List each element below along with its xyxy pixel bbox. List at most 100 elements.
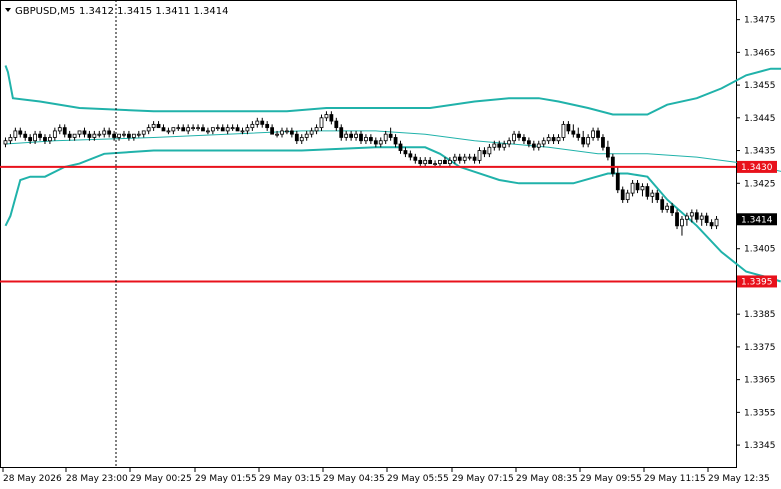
candle-body bbox=[433, 163, 437, 166]
candle bbox=[245, 124, 250, 135]
candle bbox=[299, 134, 304, 144]
time-tick-label: 29 May 05:55 bbox=[387, 474, 449, 484]
candle-body bbox=[477, 150, 482, 161]
candle-body bbox=[354, 133, 358, 138]
time-tick-label: 28 May 2026 bbox=[3, 474, 62, 484]
candle bbox=[694, 209, 699, 223]
candle-body bbox=[334, 120, 339, 129]
candle bbox=[408, 150, 413, 161]
moving-average-line bbox=[5, 130, 781, 172]
candle bbox=[201, 124, 205, 132]
price-tick-label: 1.3465 bbox=[744, 48, 776, 58]
candle bbox=[206, 127, 210, 135]
chart-header: GBPUSD,M5 1.3412 1.3415 1.3411 1.3414 bbox=[5, 6, 229, 17]
candle-body bbox=[689, 212, 694, 217]
candle bbox=[428, 157, 433, 165]
candle bbox=[522, 134, 526, 144]
candle bbox=[270, 124, 275, 135]
candle bbox=[112, 130, 117, 141]
time-tick-label: 29 May 08:35 bbox=[516, 474, 578, 484]
candle bbox=[418, 157, 423, 167]
candle bbox=[462, 153, 467, 164]
candle bbox=[467, 153, 472, 161]
candle bbox=[482, 147, 487, 158]
candle bbox=[566, 121, 571, 135]
candle-body bbox=[339, 127, 344, 138]
candle-body bbox=[299, 137, 304, 142]
candle bbox=[507, 137, 512, 148]
candle-body bbox=[235, 127, 240, 132]
ohlc-readout: 1.3412 1.3415 1.3411 1.3414 bbox=[79, 6, 229, 17]
candle-body bbox=[591, 130, 595, 138]
time-axis[interactable]: 28 May 2026 28 May 23:00 29 May 00:25 29 Ma… bbox=[2, 468, 770, 484]
candle-body bbox=[403, 150, 408, 155]
candle-body bbox=[324, 114, 329, 119]
candle-body bbox=[438, 159, 442, 165]
candle bbox=[210, 127, 215, 135]
candle-body bbox=[220, 127, 225, 132]
candle bbox=[28, 134, 33, 144]
candle-body bbox=[413, 156, 418, 161]
candle-body bbox=[596, 130, 600, 138]
candle-body bbox=[393, 137, 398, 145]
candle bbox=[472, 153, 477, 164]
candle bbox=[512, 130, 516, 144]
price-axis[interactable]: 1.3475 1.3465 1.3455 1.3445 1.3435 1.3425 1.34… bbox=[736, 16, 776, 451]
candle bbox=[502, 140, 507, 151]
candle bbox=[457, 153, 462, 164]
candle-body bbox=[398, 143, 403, 151]
candle bbox=[161, 124, 166, 132]
candle-body bbox=[112, 133, 117, 138]
price-tick-label: 1.3445 bbox=[744, 114, 776, 124]
candle-body bbox=[309, 130, 314, 135]
candle-body bbox=[660, 199, 665, 210]
candle bbox=[92, 130, 97, 141]
candle bbox=[487, 144, 492, 158]
candle-body bbox=[551, 137, 556, 142]
candle-body bbox=[131, 133, 136, 138]
candle bbox=[645, 183, 650, 200]
candle-body bbox=[314, 127, 319, 132]
candle bbox=[107, 127, 112, 138]
candle bbox=[635, 180, 640, 194]
current-price-label: 1.3414 bbox=[741, 215, 773, 225]
candle-body bbox=[265, 123, 270, 129]
candle bbox=[378, 137, 383, 148]
candle bbox=[344, 130, 349, 141]
candle-body bbox=[531, 143, 536, 148]
candle-body bbox=[23, 133, 28, 138]
candle bbox=[398, 140, 403, 154]
candle bbox=[601, 134, 605, 151]
candle bbox=[176, 124, 181, 131]
time-tick-label: 29 May 00:25 bbox=[130, 474, 192, 484]
plot-frame bbox=[0, 0, 737, 468]
candle bbox=[319, 114, 324, 131]
candle bbox=[650, 189, 655, 203]
candle bbox=[57, 124, 62, 135]
candle bbox=[87, 130, 92, 141]
candle bbox=[314, 124, 319, 135]
candle-body bbox=[472, 156, 477, 161]
candle bbox=[166, 127, 171, 135]
candle-body bbox=[670, 205, 674, 214]
candle bbox=[122, 130, 126, 138]
candle-body bbox=[601, 137, 605, 148]
candle bbox=[536, 140, 541, 151]
candle bbox=[393, 134, 398, 148]
candle-body bbox=[704, 215, 709, 223]
candle bbox=[48, 134, 52, 144]
candle-body bbox=[383, 133, 388, 142]
candle bbox=[97, 130, 102, 138]
candle-body bbox=[82, 130, 87, 135]
price-tick-label: 1.3345 bbox=[744, 441, 776, 451]
candle bbox=[329, 111, 334, 125]
candle-body bbox=[136, 133, 141, 136]
candle bbox=[452, 153, 457, 164]
candle bbox=[615, 166, 620, 194]
candle bbox=[294, 130, 299, 144]
candle bbox=[581, 130, 586, 148]
candle bbox=[265, 121, 270, 131]
triangle-down-icon[interactable] bbox=[5, 8, 11, 12]
candle-body bbox=[275, 133, 279, 136]
